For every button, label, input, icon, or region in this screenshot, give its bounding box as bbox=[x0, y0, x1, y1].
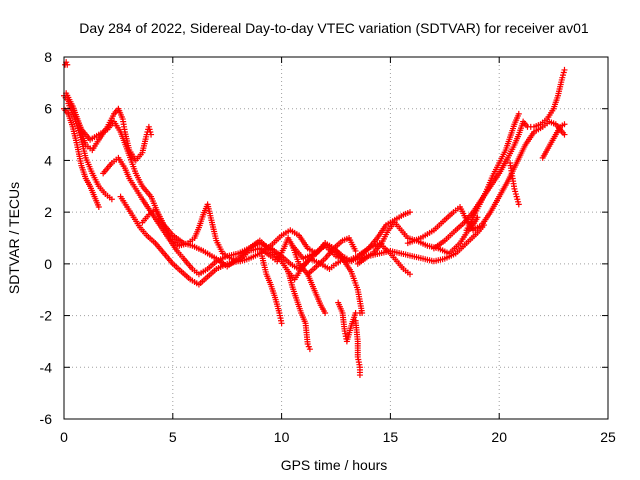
gridlines bbox=[64, 57, 608, 419]
data-point bbox=[352, 247, 359, 254]
chart-title: Day 284 of 2022, Sidereal Day-to-day VTE… bbox=[79, 20, 589, 36]
data-point bbox=[64, 61, 71, 68]
data-point bbox=[515, 201, 522, 208]
y-tick-label: 0 bbox=[44, 256, 52, 272]
y-tick-label: -4 bbox=[40, 359, 53, 375]
y-tick-label: 4 bbox=[44, 152, 52, 168]
data-point bbox=[322, 309, 329, 316]
x-tick-label: 20 bbox=[491, 429, 507, 445]
data-series-track-12 bbox=[404, 118, 568, 247]
y-axis-label: SDTVAR / TECUs bbox=[6, 182, 22, 294]
data-series-track-3 bbox=[61, 105, 102, 210]
data-point bbox=[406, 209, 413, 216]
data-point bbox=[561, 66, 568, 73]
data-series-track-15 bbox=[539, 121, 568, 161]
data-point bbox=[278, 320, 285, 327]
x-tick-label: 15 bbox=[383, 429, 399, 445]
data-point bbox=[561, 131, 568, 138]
y-tick-label: 6 bbox=[44, 101, 52, 117]
data-point bbox=[406, 271, 413, 278]
data-series-track-1 bbox=[62, 59, 71, 68]
data-point bbox=[561, 121, 568, 128]
x-axis-label: GPS time / hours bbox=[281, 457, 388, 473]
data-series-track-17 bbox=[259, 253, 285, 327]
plot-frame bbox=[63, 56, 609, 420]
data-point bbox=[108, 196, 115, 203]
y-tick-label: 8 bbox=[44, 49, 52, 65]
y-tick-label: -6 bbox=[40, 411, 53, 427]
x-tick-label: 25 bbox=[600, 429, 616, 445]
data-series-track-18 bbox=[285, 268, 313, 353]
data-point bbox=[356, 309, 363, 316]
data-point bbox=[306, 346, 313, 353]
data-point bbox=[515, 110, 522, 117]
data-point bbox=[356, 372, 363, 379]
x-tick-label: 0 bbox=[60, 429, 68, 445]
data-series-track-13 bbox=[430, 66, 568, 252]
data-series-track-14 bbox=[463, 110, 522, 234]
data-points bbox=[61, 59, 568, 379]
data-series-track-4 bbox=[65, 100, 115, 203]
data-point bbox=[95, 203, 102, 210]
x-tick-label: 10 bbox=[274, 429, 290, 445]
y-tick-label: -2 bbox=[40, 308, 53, 324]
x-tick-label: 5 bbox=[169, 429, 177, 445]
data-series-track-21 bbox=[352, 317, 363, 379]
data-series-track-11 bbox=[354, 222, 487, 267]
y-tick-label: 2 bbox=[44, 204, 52, 220]
data-series-track-19 bbox=[304, 271, 329, 316]
data-series-track-20 bbox=[335, 299, 363, 345]
data-series-track-16 bbox=[507, 160, 522, 208]
data-point bbox=[148, 131, 155, 138]
axis-ticks: 0 5 10 15 20 25 -6 -4 -2 0 2 4 6 8 bbox=[40, 49, 616, 445]
